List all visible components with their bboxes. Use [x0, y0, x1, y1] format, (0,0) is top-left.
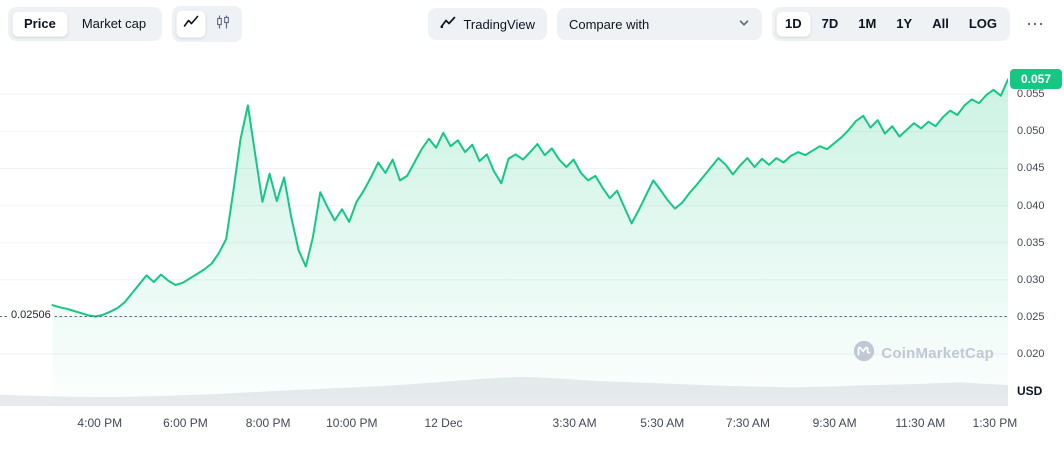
line-chart-icon: [183, 14, 199, 34]
chart-toolbar: Price Market cap: [0, 0, 1064, 46]
x-tick-label: 4:00 PM: [77, 416, 123, 430]
x-tick-label: 3:30 AM: [552, 416, 597, 430]
price-tab[interactable]: Price: [12, 11, 68, 37]
x-tick-label: 5:30 AM: [640, 416, 685, 430]
y-axis: USD 0.055 0.050 0.045 0.040 0.035 0.030 0.025 0…: [1008, 46, 1064, 406]
x-tick-label: 1:30 PM: [972, 416, 1018, 430]
y-tick-label: 0.055: [1017, 88, 1045, 101]
chevron-down-icon: [738, 17, 750, 32]
x-tick-label: 11:30 AM: [895, 416, 946, 430]
candlestick-icon: [215, 14, 231, 34]
price-marketcap-toggle: Price Market cap: [8, 7, 163, 41]
chart-canvas[interactable]: [0, 46, 1008, 406]
range-selector: 1D 7D 1M 1Y All LOG: [771, 7, 1010, 41]
range-1m[interactable]: 1M: [849, 11, 885, 37]
x-tick-label: 12 Dec: [424, 416, 463, 430]
x-tick-label: 9:30 AM: [812, 416, 857, 430]
baseline-price-label: 0.02506: [8, 309, 54, 322]
y-tick-label: 0.020: [1017, 348, 1045, 361]
price-chart: USD 0.055 0.050 0.045 0.040 0.035 0.030 0.025 0…: [0, 46, 1064, 406]
coinmarketcap-logo-icon: [853, 340, 875, 366]
x-tick-label: 8:00 PM: [245, 416, 291, 430]
candle-style-button[interactable]: [208, 10, 238, 38]
y-tick-label: 0.035: [1017, 236, 1045, 249]
chart-style-toggle: [172, 6, 243, 42]
y-tick-label: 0.045: [1017, 162, 1045, 175]
ellipsis-icon: ⋯: [1026, 14, 1044, 34]
toolbar-right-group: TradingView Compare with 1D 7D 1M 1Y All LOG …: [428, 7, 1050, 41]
range-all[interactable]: All: [923, 11, 958, 37]
compare-with-dropdown[interactable]: Compare with: [556, 8, 762, 40]
x-tick-label: 6:00 PM: [163, 416, 208, 430]
range-1d[interactable]: 1D: [775, 11, 811, 37]
compare-with-label: Compare with: [568, 16, 650, 32]
y-tick-label: 0.050: [1017, 125, 1045, 138]
tradingview-label: TradingView: [463, 16, 535, 32]
coinmarketcap-watermark: CoinMarketCap: [853, 340, 994, 366]
range-7d[interactable]: 7D: [813, 11, 848, 37]
current-price-badge: 0.057: [1010, 69, 1062, 90]
range-log[interactable]: LOG: [960, 11, 1006, 37]
line-style-button[interactable]: [176, 10, 207, 38]
x-axis: 4:00 PM 6:00 PM 8:00 PM 10:00 PM 12 Dec 3:30 …: [0, 406, 1017, 440]
y-tick-label: 0.040: [1017, 199, 1045, 212]
y-tick-label: 0.025: [1017, 310, 1045, 323]
x-tick-label: 10:00 PM: [326, 416, 378, 430]
usd-label: USD: [1017, 384, 1043, 398]
tradingview-button[interactable]: TradingView: [428, 8, 547, 40]
more-options-button[interactable]: ⋯: [1020, 13, 1050, 35]
market-cap-tab[interactable]: Market cap: [70, 11, 158, 37]
range-1y[interactable]: 1Y: [887, 11, 921, 37]
y-tick-label: 0.030: [1017, 273, 1045, 286]
x-tick-label: 7:30 AM: [725, 416, 770, 430]
tradingview-icon: [440, 15, 456, 34]
watermark-text: CoinMarketCap: [881, 344, 994, 362]
